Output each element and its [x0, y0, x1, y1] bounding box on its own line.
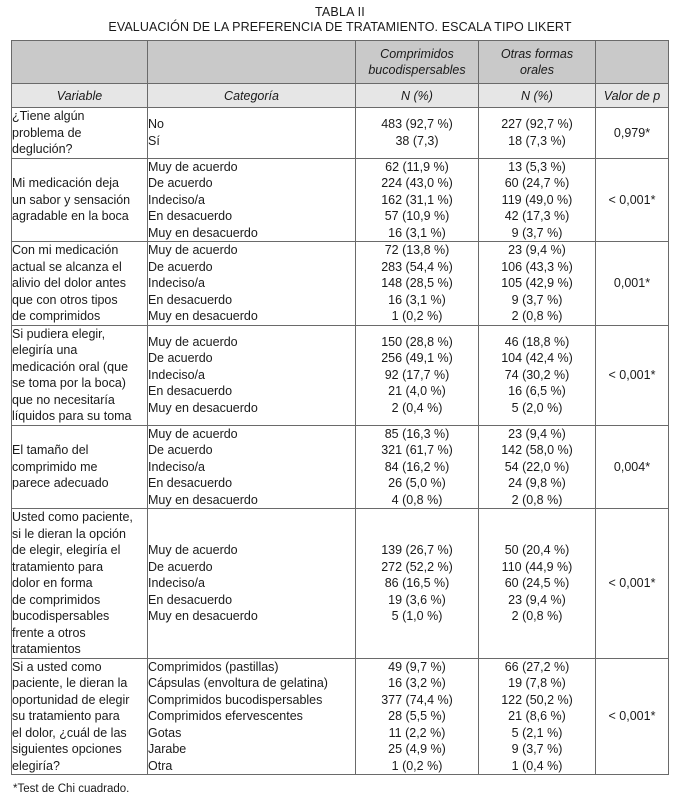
row-p-value: 0,979* [595, 107, 669, 159]
header-blank-left2 [147, 40, 356, 84]
row-categorias: Muy de acuerdo De acuerdo Indeciso/a En … [147, 241, 356, 326]
table-head: Comprimidos bucodispersables Otras forma… [11, 40, 669, 108]
row-value-otras-formas: 23 (9,4 %) 142 (58,0 %) 54 (22,0 %) 24 (… [478, 424, 596, 509]
row-variable: Usted como paciente, si le dieran la opc… [11, 508, 148, 659]
row-categorias: No Sí [147, 107, 356, 159]
table-caption: EVALUACIÓN DE LA PREFERENCIA DE TRATAMIE… [108, 20, 572, 34]
likert-table: Comprimidos bucodispersables Otras forma… [11, 40, 669, 775]
header-blank-left [11, 40, 148, 84]
row-categorias: Muy de acuerdo De acuerdo Indeciso/a En … [147, 424, 356, 509]
header-group-otras-formas-orales: Otras formas orales [478, 40, 596, 84]
row-variable: Si a usted como paciente, le dieran la o… [11, 657, 148, 775]
header-row-subfields: Variable Categoría N (%) N (%) Valor de … [11, 83, 669, 108]
row-p-value: < 0,001* [595, 657, 669, 775]
table-row: Si pudiera elegir, elegiría una medicaci… [11, 324, 669, 426]
row-value-otras-formas: 227 (92,7 %) 18 (7,3 %) [478, 107, 596, 159]
table-row: Usted como paciente, si le dieran la opc… [11, 508, 669, 659]
row-categorias: Muy de acuerdo De acuerdo Indeciso/a En … [147, 157, 356, 242]
header-n-otras: N (%) [478, 83, 596, 108]
header-valor-de-p: Valor de p [595, 83, 669, 108]
header-variable: Variable [11, 83, 148, 108]
header-categoria: Categoría [147, 83, 356, 108]
table-footnote: *Test de Chi cuadrado. [13, 783, 130, 795]
row-value-bucodispersables: 72 (13,8 %) 283 (54,4 %) 148 (28,5 %) 16… [355, 241, 479, 326]
row-value-otras-formas: 66 (27,2 %) 19 (7,8 %) 122 (50,2 %) 21 (… [478, 657, 596, 775]
row-variable: Con mi medicación actual se alcanza el a… [11, 241, 148, 326]
row-p-value: < 0,001* [595, 324, 669, 426]
row-value-otras-formas: 50 (20,4 %) 110 (44,9 %) 60 (24,5 %) 23 … [478, 508, 596, 659]
row-variable: ¿Tiene algún problema de deglución? [11, 107, 148, 159]
row-value-otras-formas: 13 (5,3 %) 60 (24,7 %) 119 (49,0 %) 42 (… [478, 157, 596, 242]
row-p-value: < 0,001* [595, 157, 669, 242]
row-value-otras-formas: 23 (9,4 %) 106 (43,3 %) 105 (42,9 %) 9 (… [478, 241, 596, 326]
row-value-bucodispersables: 49 (9,7 %) 16 (3,2 %) 377 (74,4 %) 28 (5… [355, 657, 479, 775]
header-blank-right [595, 40, 669, 84]
row-p-value: 0,004* [595, 424, 669, 509]
table-row: Con mi medicación actual se alcanza el a… [11, 241, 669, 326]
row-value-bucodispersables: 139 (26,7 %) 272 (52,2 %) 86 (16,5 %) 19… [355, 508, 479, 659]
row-variable: El tamaño del comprimido me parece adecu… [11, 424, 148, 509]
header-n-bucodispersables: N (%) [355, 83, 479, 108]
row-categorias: Muy de acuerdo De acuerdo Indeciso/a En … [147, 324, 356, 426]
header-group-bucodispersables: Comprimidos bucodispersables [355, 40, 479, 84]
row-categorias: Muy de acuerdo De acuerdo Indeciso/a En … [147, 508, 356, 659]
table-row: ¿Tiene algún problema de deglución? No S… [11, 107, 669, 159]
table-row: El tamaño del comprimido me parece adecu… [11, 424, 669, 509]
table-body: ¿Tiene algún problema de deglución? No S… [11, 107, 669, 775]
table-row: Si a usted como paciente, le dieran la o… [11, 657, 669, 775]
row-variable: Si pudiera elegir, elegiría una medicaci… [11, 324, 148, 426]
row-value-otras-formas: 46 (18,8 %) 104 (42,4 %) 74 (30,2 %) 16 … [478, 324, 596, 426]
row-categorias: Comprimidos (pastillas) Cápsulas (envolt… [147, 657, 356, 775]
row-variable: Mi medicación deja un sabor y sensación … [11, 157, 148, 242]
table-row: Mi medicación deja un sabor y sensación … [11, 157, 669, 242]
table-number: TABLA II [314, 5, 365, 19]
row-value-bucodispersables: 85 (16,3 %) 321 (61,7 %) 84 (16,2 %) 26 … [355, 424, 479, 509]
row-value-bucodispersables: 62 (11,9 %) 224 (43,0 %) 162 (31,1 %) 57… [355, 157, 479, 242]
row-p-value: 0,001* [595, 241, 669, 326]
header-row-group: Comprimidos bucodispersables Otras forma… [11, 40, 669, 84]
row-p-value: < 0,001* [595, 508, 669, 659]
row-value-bucodispersables: 150 (28,8 %) 256 (49,1 %) 92 (17,7 %) 21… [355, 324, 479, 426]
row-value-bucodispersables: 483 (92,7 %) 38 (7,3) [355, 107, 479, 159]
table-title-block: TABLA II EVALUACIÓN DE LA PREFERENCIA DE… [0, 0, 680, 35]
